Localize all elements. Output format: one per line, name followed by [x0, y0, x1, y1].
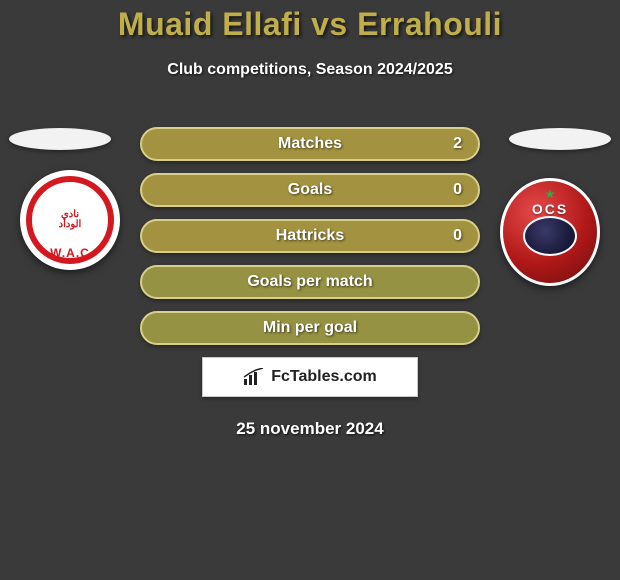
- player-right-oval: [509, 128, 611, 150]
- stat-label: Goals: [288, 181, 332, 199]
- stat-row-goals: Goals 0: [140, 173, 480, 207]
- stat-row-matches: Matches 2: [140, 127, 480, 161]
- rugby-ball-icon: [523, 216, 577, 256]
- star-icon: ★: [545, 187, 556, 201]
- team-badge-right: ★ OCS: [500, 178, 600, 286]
- ocs-badge-text: OCS: [503, 201, 597, 217]
- stat-label: Matches: [278, 135, 342, 153]
- page-subtitle: Club competitions, Season 2024/2025: [0, 61, 620, 79]
- stat-row-min-per-goal: Min per goal: [140, 311, 480, 345]
- player-left-oval: [9, 128, 111, 150]
- stat-label: Goals per match: [247, 273, 372, 291]
- comparison-card: Muaid Ellafi vs Errahouli Club competiti…: [0, 0, 620, 439]
- team-badge-left: ناديالوداد W.A.C: [20, 170, 120, 270]
- wac-badge-arabic: ناديالوداد: [59, 210, 82, 230]
- stats-table: Matches 2 Goals 0 Hattricks 0 Goals per …: [140, 127, 480, 345]
- stat-label: Hattricks: [276, 227, 344, 245]
- chart-icon: [243, 368, 265, 386]
- footer-date: 25 november 2024: [0, 419, 620, 439]
- page-title: Muaid Ellafi vs Errahouli: [0, 6, 620, 43]
- brand-text: FcTables.com: [271, 368, 377, 386]
- stat-value: 0: [453, 227, 462, 245]
- stat-value: 2: [453, 135, 462, 153]
- stat-value: 0: [453, 181, 462, 199]
- stat-row-hattricks: Hattricks 0: [140, 219, 480, 253]
- wac-badge-text: W.A.C: [20, 246, 120, 260]
- stat-label: Min per goal: [263, 319, 357, 337]
- stat-row-goals-per-match: Goals per match: [140, 265, 480, 299]
- brand-attribution: FcTables.com: [202, 357, 418, 397]
